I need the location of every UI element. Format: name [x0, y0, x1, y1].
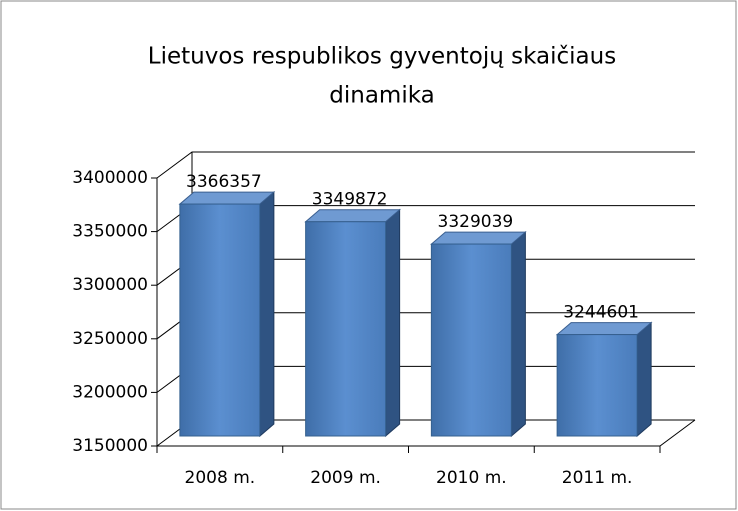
bar — [556, 334, 638, 437]
bar-top — [430, 231, 527, 245]
data-label: 3244601 — [563, 303, 639, 323]
bar-side — [385, 208, 401, 438]
y-tick-label: 3150000 — [72, 436, 148, 456]
y-tick-label: 3250000 — [72, 329, 148, 349]
bar — [430, 243, 512, 437]
bar-top — [304, 209, 401, 223]
bar — [179, 203, 261, 437]
data-label: 3349872 — [312, 190, 388, 210]
bar-side — [510, 230, 526, 438]
chart-title: dinamika — [329, 83, 434, 109]
y-tick-label: 3400000 — [72, 168, 148, 188]
bar-top — [178, 191, 276, 205]
x-tick-label: 2009 m. — [310, 468, 381, 488]
bar-top — [555, 322, 653, 336]
bar-side — [636, 321, 652, 438]
plot-area: 3150000 3200000 3250000 3300000 3350000 34000… — [72, 151, 696, 488]
chart-title: Lietuvos respublikos gyventojų skaičiaus — [148, 44, 616, 70]
y-tick-label: 3300000 — [72, 275, 148, 295]
bar — [305, 221, 387, 437]
grid-line — [156, 151, 695, 179]
y-tick-label: 3350000 — [72, 222, 148, 242]
data-label: 3366357 — [186, 172, 262, 192]
x-tick-label: 2010 m. — [436, 468, 507, 488]
bar-side — [259, 190, 275, 438]
x-tick-label: 2011 m. — [562, 468, 633, 488]
y-tick-label: 3200000 — [72, 382, 148, 402]
data-label: 3329039 — [438, 212, 514, 232]
x-tick-label: 2008 m. — [185, 468, 256, 488]
